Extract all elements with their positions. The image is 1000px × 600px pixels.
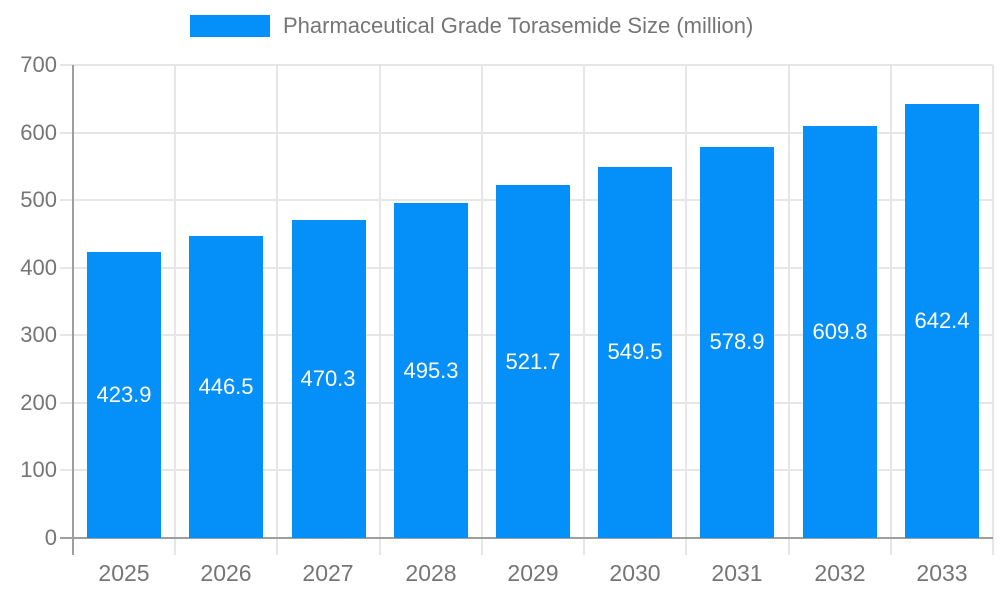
bar	[292, 220, 366, 538]
x-tick-label: 2030	[609, 560, 661, 586]
bar-value-label: 578.9	[709, 329, 765, 354]
bar	[598, 167, 672, 538]
x-gridline	[890, 65, 892, 555]
y-tick	[60, 402, 73, 404]
bar	[87, 252, 161, 538]
bar	[189, 236, 263, 538]
y-tick-label: 500	[20, 187, 57, 212]
y-axis-line	[72, 65, 74, 555]
bar-value-label: 642.4	[914, 308, 970, 333]
x-gridline	[174, 65, 176, 555]
y-tick-label: 700	[20, 52, 57, 77]
bar	[905, 104, 979, 538]
x-gridline	[481, 65, 483, 555]
y-tick	[60, 469, 73, 471]
x-tick-label: 2031	[711, 560, 763, 586]
x-gridline	[992, 65, 994, 555]
y-gridline	[73, 132, 993, 134]
x-axis-line	[60, 537, 993, 539]
bar-value-label: 495.3	[403, 358, 459, 383]
legend-swatch	[190, 15, 270, 37]
x-tick-label: 2027	[302, 560, 354, 586]
bar	[803, 126, 877, 538]
bar	[496, 185, 570, 538]
bar	[394, 203, 468, 538]
x-gridline	[788, 65, 790, 555]
y-tick-label: 300	[20, 322, 57, 347]
y-tick-label: 600	[20, 120, 57, 145]
bar-value-label: 549.5	[607, 339, 663, 364]
y-gridline	[73, 64, 993, 66]
y-tick-label: 100	[20, 457, 57, 482]
x-gridline	[685, 65, 687, 555]
bar	[700, 147, 774, 538]
bar-value-label: 423.9	[96, 382, 152, 407]
x-gridline	[583, 65, 585, 555]
x-tick-label: 2029	[507, 560, 559, 586]
y-tick-label: 0	[44, 525, 57, 550]
y-tick-label: 400	[20, 255, 57, 280]
x-gridline	[379, 65, 381, 555]
y-tick	[60, 267, 73, 269]
bar-value-label: 470.3	[300, 366, 356, 391]
y-tick-label: 200	[20, 390, 57, 415]
x-gridline	[276, 65, 278, 555]
x-tick-label: 2032	[814, 560, 866, 586]
legend-label: Pharmaceutical Grade Torasemide Size (mi…	[283, 13, 754, 38]
x-tick-label: 2033	[916, 560, 968, 586]
x-tick-label: 2028	[405, 560, 457, 586]
y-tick	[60, 199, 73, 201]
y-tick	[60, 334, 73, 336]
x-tick-label: 2025	[98, 560, 150, 586]
y-tick	[60, 64, 73, 66]
bar-value-label: 521.7	[505, 349, 561, 374]
bar-value-label: 609.8	[812, 319, 868, 344]
legend-item[interactable]: Pharmaceutical Grade Torasemide Size (mi…	[190, 13, 753, 39]
x-tick-label: 2026	[200, 560, 252, 586]
y-tick	[60, 132, 73, 134]
bar-value-label: 446.5	[198, 374, 254, 399]
